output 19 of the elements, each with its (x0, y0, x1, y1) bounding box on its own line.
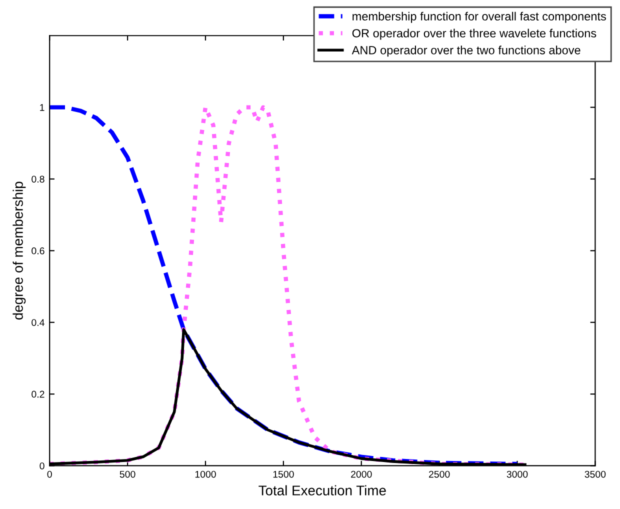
x-tick-label: 1500 (273, 470, 294, 478)
y-tick-label: 1 (40, 104, 44, 111)
y-tick-label: 0.6 (32, 247, 44, 254)
x-tick-label: 500 (120, 470, 136, 478)
legend-label: membership function for overall fast components (352, 12, 606, 23)
x-tick-label: 2500 (428, 470, 450, 478)
y-tick-label: 0.4 (32, 319, 44, 326)
x-tick-label: 2000 (351, 470, 372, 478)
legend-label: OR operador over the three wavelete functions (352, 28, 596, 40)
y-tick-label: 0.2 (32, 390, 44, 398)
y-axis-title: degree of membership (12, 182, 26, 320)
legend-label: AND operador over the two functions above (352, 46, 580, 57)
y-tick-label: 0 (40, 462, 44, 470)
x-axis-title: Total Execution Time (258, 485, 386, 496)
x-tick-label: 3500 (584, 470, 606, 478)
x-tick-label: 3000 (506, 470, 528, 478)
x-tick-label: 1000 (195, 470, 216, 478)
y-tick-label: 0.8 (32, 176, 44, 183)
x-tick-label: 0 (47, 470, 52, 478)
